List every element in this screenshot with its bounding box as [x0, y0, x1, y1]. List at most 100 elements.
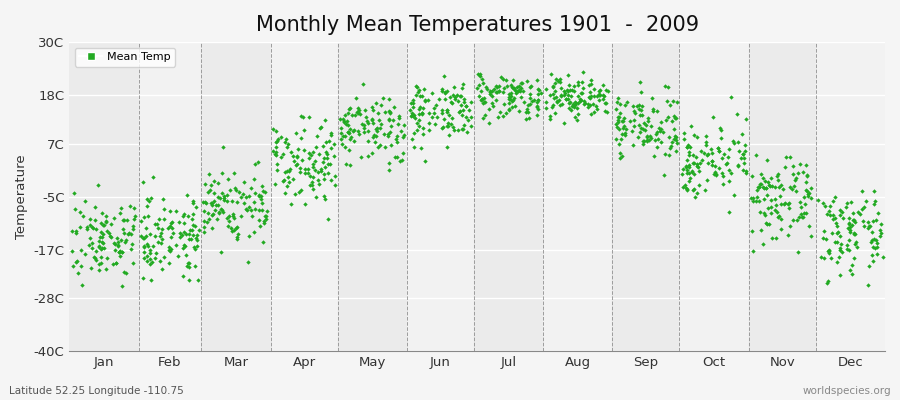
Point: [282, 178, 296, 185]
Point: [832, 246, 847, 253]
Point: [860, 219, 875, 225]
Point: [653, 139, 668, 145]
Point: [286, 153, 301, 160]
Bar: [271, 42, 338, 351]
Point: [524, 83, 538, 89]
Point: [708, 171, 723, 178]
Point: [440, 88, 454, 94]
Point: [581, 82, 596, 88]
Point: [613, 101, 627, 107]
Point: [515, 80, 529, 86]
Point: [148, 233, 162, 239]
Point: [140, 258, 154, 264]
Point: [403, 112, 418, 119]
Point: [687, 132, 701, 139]
Point: [112, 249, 126, 255]
Point: [822, 247, 836, 254]
Point: [394, 157, 409, 164]
Point: [832, 207, 847, 213]
Point: [678, 182, 692, 188]
Point: [304, 179, 319, 186]
Point: [346, 138, 361, 144]
Point: [317, 193, 331, 199]
Point: [302, 150, 316, 156]
Point: [495, 113, 509, 119]
Point: [220, 222, 235, 229]
Point: [699, 152, 714, 159]
Point: [599, 108, 614, 115]
Point: [315, 159, 329, 165]
Point: [236, 190, 250, 197]
Point: [415, 110, 429, 116]
Point: [306, 186, 320, 192]
Point: [459, 114, 473, 120]
Point: [720, 160, 734, 166]
Point: [455, 106, 470, 113]
Point: [865, 229, 879, 235]
Point: [760, 192, 775, 198]
Point: [278, 169, 293, 176]
Point: [173, 230, 187, 236]
Point: [669, 137, 683, 144]
Point: [615, 131, 629, 137]
Point: [548, 79, 562, 86]
Point: [774, 226, 788, 232]
Point: [311, 180, 326, 187]
Point: [153, 240, 167, 246]
Point: [670, 140, 684, 146]
Point: [477, 99, 491, 105]
Point: [473, 97, 488, 104]
Point: [682, 178, 697, 185]
Point: [496, 76, 510, 82]
Point: [422, 110, 436, 116]
Point: [96, 230, 111, 237]
Point: [867, 201, 881, 207]
Point: [161, 244, 176, 250]
Point: [164, 219, 178, 226]
Point: [440, 144, 454, 150]
Point: [117, 216, 131, 223]
Point: [277, 139, 292, 146]
Point: [328, 173, 342, 180]
Point: [306, 164, 320, 170]
Point: [781, 232, 796, 238]
Point: [176, 211, 191, 217]
Point: [155, 226, 169, 232]
Point: [499, 110, 513, 116]
Point: [706, 114, 721, 120]
Point: [768, 207, 782, 213]
Point: [581, 101, 596, 108]
Point: [751, 184, 765, 190]
Point: [115, 283, 130, 289]
Point: [444, 98, 458, 105]
Point: [125, 241, 140, 247]
Point: [165, 224, 179, 231]
Point: [372, 117, 386, 124]
Point: [180, 263, 194, 269]
Point: [309, 194, 323, 200]
Point: [571, 100, 585, 106]
Point: [383, 142, 398, 148]
Point: [647, 153, 662, 159]
Point: [692, 168, 706, 174]
Point: [846, 210, 860, 216]
Point: [720, 154, 734, 160]
Point: [472, 93, 486, 99]
Point: [441, 120, 455, 126]
Point: [381, 133, 395, 139]
Point: [572, 93, 586, 100]
Point: [634, 112, 649, 118]
Point: [513, 80, 527, 86]
Point: [425, 89, 439, 96]
Point: [749, 151, 763, 158]
Point: [482, 88, 497, 94]
Point: [214, 249, 229, 255]
Point: [497, 100, 511, 107]
Point: [841, 225, 855, 231]
Point: [734, 130, 749, 137]
Point: [851, 209, 866, 216]
Point: [237, 200, 251, 206]
Point: [796, 169, 811, 176]
Point: [491, 114, 505, 120]
Point: [230, 224, 244, 230]
